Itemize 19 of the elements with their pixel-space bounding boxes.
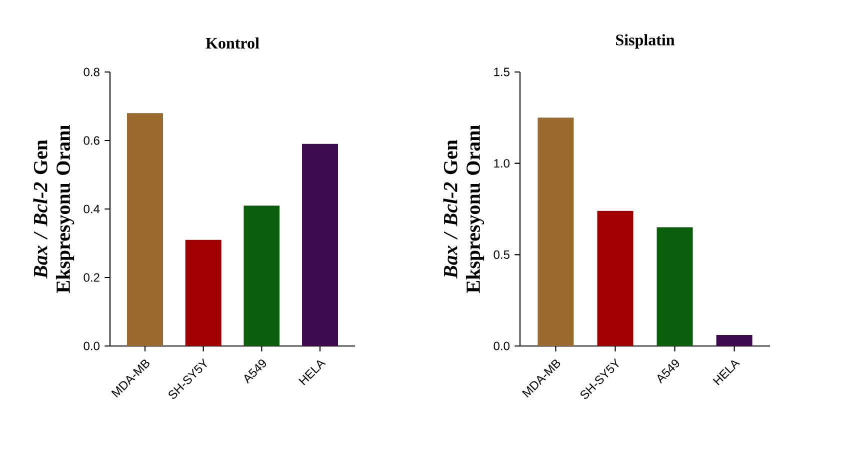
bar [185, 240, 222, 346]
y-tick-label: 0.6 [84, 136, 100, 145]
y-tick-label: 1.5 [494, 68, 510, 76]
bar [244, 206, 280, 346]
y-tick-label: 1.0 [494, 159, 510, 168]
bar [127, 113, 164, 346]
y-tick-label: 0.8 [84, 68, 100, 76]
y-tick-label: 0.4 [84, 204, 100, 214]
y-tick-label: 0.0 [84, 342, 100, 350]
y-tick-label: 0.0 [494, 342, 510, 350]
chart-title: Kontrol [206, 37, 260, 49]
y-tick-label: 0.5 [494, 250, 510, 259]
bar [597, 210, 634, 346]
bar [538, 118, 574, 346]
bar [716, 335, 752, 346]
bar [656, 227, 693, 346]
y-tick-label: 0.2 [84, 273, 100, 282]
chart-title: Sisplatin [616, 34, 675, 49]
bar [302, 144, 338, 346]
